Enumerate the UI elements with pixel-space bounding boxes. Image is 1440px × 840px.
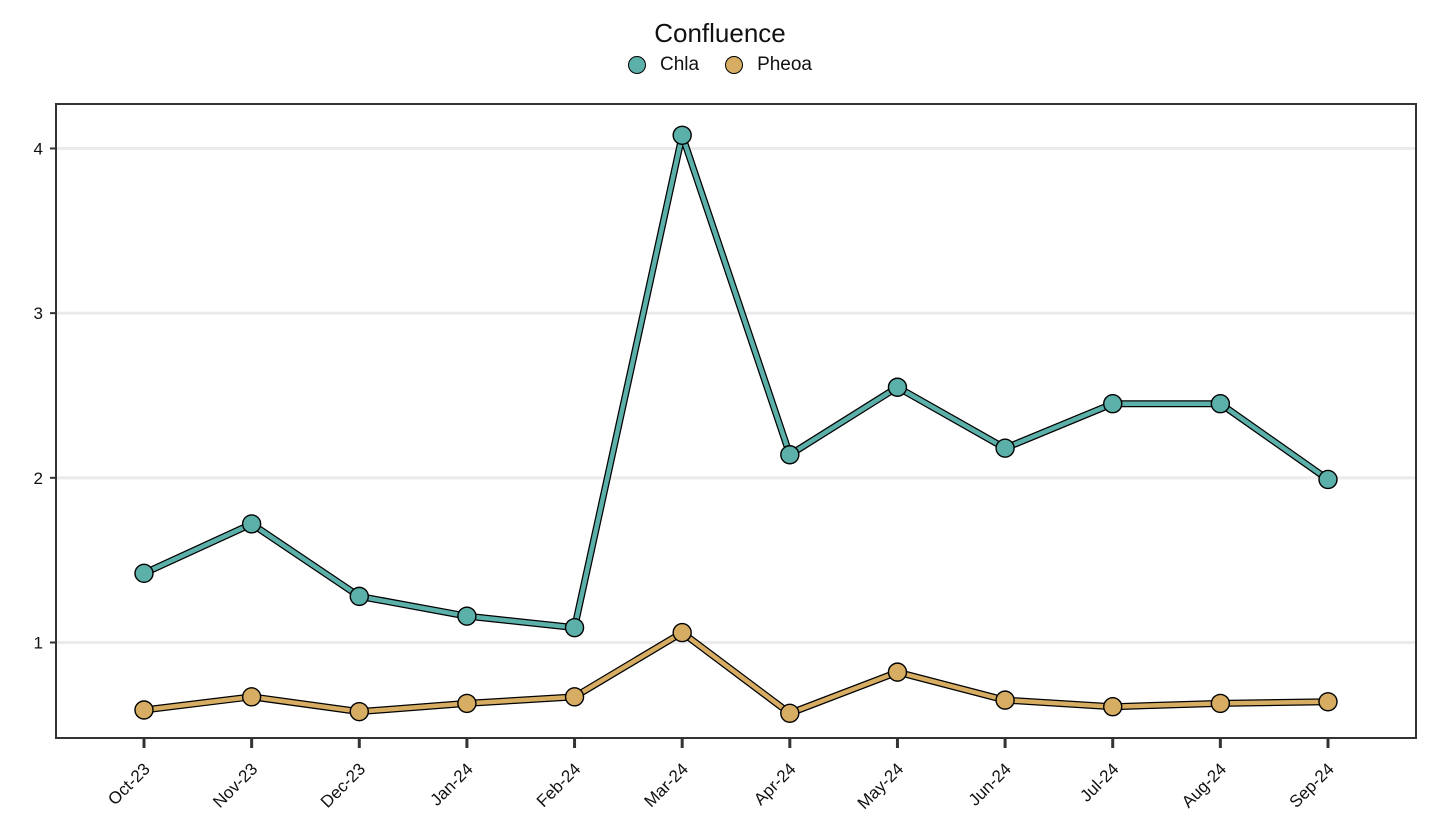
legend-item-chla: Chla xyxy=(627,54,700,76)
plot-background xyxy=(56,104,1416,738)
y-tick-label-4: 4 xyxy=(34,139,43,158)
point-chla-May-24 xyxy=(887,377,908,397)
x-tick-label-Feb-24: Feb-24 xyxy=(533,759,585,811)
legend-key-pheoa xyxy=(725,56,744,74)
point-pheoa-Mar-24 xyxy=(672,622,692,643)
x-tick-label-Aug-24: Aug-24 xyxy=(1178,759,1230,811)
x-tick-label-Jun-24: Jun-24 xyxy=(965,759,1015,809)
point-pheoa-Jul-24 xyxy=(1103,697,1123,717)
series-line-chla xyxy=(141,133,1331,630)
x-tick-label-Apr-24: Apr-24 xyxy=(750,759,800,809)
series-line-pheoa xyxy=(141,630,1331,716)
legend: Chla Pheoa xyxy=(0,54,1440,76)
point-pheoa-Aug-24 xyxy=(1210,693,1231,714)
x-tick-label-Dec-23: Dec-23 xyxy=(317,759,369,811)
x-tick-label-Sep-24: Sep-24 xyxy=(1286,759,1338,811)
y-tick-label-3: 3 xyxy=(34,304,43,323)
y-tick-label-2: 2 xyxy=(34,469,43,488)
point-pheoa-Dec-23 xyxy=(349,701,369,722)
x-tick-label-May-24: May-24 xyxy=(854,759,908,813)
x-tick-label-Jan-24: Jan-24 xyxy=(427,759,477,809)
plot-border xyxy=(55,103,1417,739)
point-pheoa-Oct-23 xyxy=(134,700,154,720)
legend-label-chla: Chla xyxy=(659,54,700,75)
point-pheoa-Sep-24 xyxy=(1318,692,1338,712)
point-chla-Mar-24 xyxy=(672,125,692,145)
point-chla-Sep-24 xyxy=(1318,469,1338,490)
point-chla-Apr-24 xyxy=(780,445,800,465)
point-chla-Jun-24 xyxy=(995,438,1015,458)
point-pheoa-Jun-24 xyxy=(995,690,1015,710)
y-tick-label-1: 1 xyxy=(34,633,43,652)
point-pheoa-Apr-24 xyxy=(780,703,800,723)
point-pheoa-Jan-24 xyxy=(457,693,477,714)
point-pheoa-Nov-23 xyxy=(241,687,262,707)
legend-title: Confluence xyxy=(654,18,786,48)
point-pheoa-May-24 xyxy=(887,662,908,682)
legend-label-pheoa: Pheoa xyxy=(757,54,813,75)
x-tick-label-Nov-23: Nov-23 xyxy=(209,759,261,811)
point-chla-Dec-23 xyxy=(349,586,369,607)
point-chla-Aug-24 xyxy=(1210,394,1231,414)
point-chla-Nov-23 xyxy=(241,514,262,534)
x-tick-label-Mar-24: Mar-24 xyxy=(640,759,692,811)
x-tick-label-Jul-24: Jul-24 xyxy=(1076,759,1122,805)
legend-key-chla xyxy=(627,56,646,74)
point-chla-Oct-23 xyxy=(134,563,154,584)
point-pheoa-Feb-24 xyxy=(564,687,585,707)
legend-item-pheoa: Pheoa xyxy=(725,54,812,76)
x-tick-label-Oct-23: Oct-23 xyxy=(104,759,154,809)
point-chla-Jul-24 xyxy=(1103,394,1123,414)
point-chla-Jan-24 xyxy=(457,606,477,626)
point-chla-Feb-24 xyxy=(564,617,585,638)
